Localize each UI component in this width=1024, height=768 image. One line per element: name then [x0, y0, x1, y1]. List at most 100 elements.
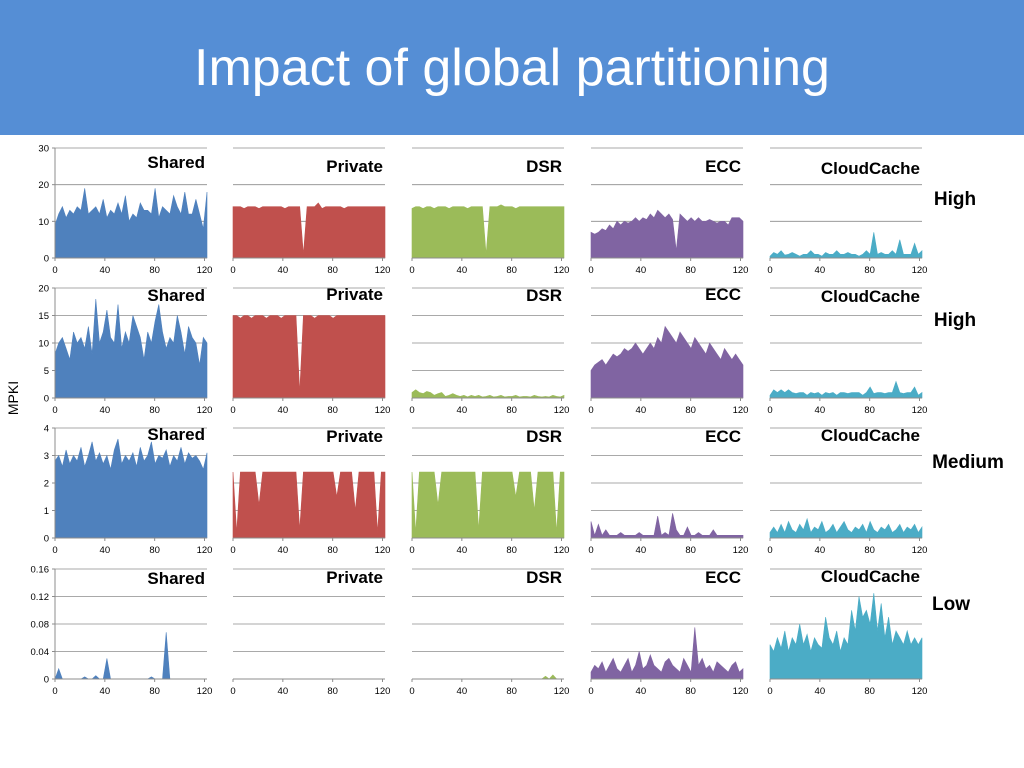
panel-label-shared: Shared	[147, 153, 205, 172]
area-series-cloudcache	[769, 380, 923, 399]
x-tick-label: 40	[815, 405, 826, 416]
x-tick-label: 40	[278, 405, 289, 416]
x-tick-label: 120	[554, 405, 570, 416]
area-series-ecc	[590, 513, 744, 539]
x-tick-label: 0	[588, 405, 593, 416]
row-label: Medium	[932, 452, 1004, 473]
panel-label-cloudcache: CloudCache	[821, 159, 920, 178]
x-tick-label: 80	[149, 265, 160, 276]
x-tick-label: 120	[375, 405, 391, 416]
area-series-private	[232, 315, 386, 399]
x-tick-label: 0	[767, 405, 772, 416]
x-tick-label: 40	[100, 686, 111, 697]
panel-label-cloudcache: CloudCache	[821, 287, 920, 306]
x-tick-label: 0	[409, 545, 414, 556]
x-tick-label: 0	[52, 265, 57, 276]
y-tick-label: 0	[44, 675, 49, 686]
x-tick-label: 40	[815, 686, 826, 697]
panel-label-private: Private	[326, 157, 383, 176]
x-tick-label: 0	[230, 405, 235, 416]
x-tick-label: 40	[457, 405, 468, 416]
x-tick-label: 40	[636, 405, 647, 416]
x-tick-label: 80	[685, 545, 696, 556]
x-tick-label: 80	[327, 265, 338, 276]
x-tick-label: 40	[457, 545, 468, 556]
panel-label-dsr: DSR	[526, 568, 562, 587]
x-tick-label: 120	[554, 686, 570, 697]
x-tick-label: 0	[409, 686, 414, 697]
row-label: Low	[932, 594, 970, 615]
area-series-shared	[54, 632, 207, 680]
x-tick-label: 0	[52, 405, 57, 416]
x-tick-label: 40	[278, 265, 289, 276]
area-series-private	[232, 202, 386, 259]
x-tick-label: 120	[375, 545, 391, 556]
y-tick-label: 15	[38, 311, 49, 322]
x-tick-label: 120	[197, 265, 213, 276]
panel-label-dsr: DSR	[526, 286, 562, 305]
x-tick-label: 0	[230, 686, 235, 697]
x-tick-label: 80	[506, 686, 517, 697]
area-series-shared	[54, 438, 208, 539]
x-tick-label: 80	[506, 405, 517, 416]
x-tick-label: 120	[197, 405, 213, 416]
panel-label-ecc: ECC	[705, 568, 741, 587]
x-tick-label: 120	[912, 265, 928, 276]
panel-label-shared: Shared	[147, 569, 205, 588]
x-tick-label: 80	[506, 265, 517, 276]
x-tick-label: 80	[685, 405, 696, 416]
y-tick-label: 30	[38, 144, 49, 155]
row-label: High	[934, 189, 976, 210]
y-tick-label: 0.04	[31, 647, 50, 658]
x-tick-label: 40	[278, 686, 289, 697]
x-tick-label: 80	[685, 686, 696, 697]
y-tick-label: 4	[44, 424, 49, 435]
x-tick-label: 80	[149, 545, 160, 556]
x-tick-label: 120	[197, 686, 213, 697]
x-tick-label: 80	[864, 545, 875, 556]
x-tick-label: 120	[733, 545, 749, 556]
panel-label-dsr: DSR	[526, 157, 562, 176]
area-series-private	[232, 471, 386, 539]
x-tick-label: 40	[636, 265, 647, 276]
x-tick-label: 0	[588, 265, 593, 276]
y-tick-label: 3	[44, 451, 49, 462]
panel-label-dsr: DSR	[526, 427, 562, 446]
x-tick-label: 40	[100, 405, 111, 416]
x-tick-label: 80	[149, 405, 160, 416]
area-series-shared	[54, 298, 208, 399]
area-series-dsr	[411, 471, 565, 539]
panel-label-private: Private	[326, 285, 383, 304]
x-tick-label: 80	[327, 405, 338, 416]
panel-label-private: Private	[326, 427, 383, 446]
panel-label-private: Private	[326, 568, 383, 587]
area-series-ecc	[590, 325, 744, 399]
x-tick-label: 120	[197, 545, 213, 556]
x-tick-label: 0	[767, 545, 772, 556]
x-tick-label: 40	[100, 545, 111, 556]
area-series-dsr	[411, 204, 565, 259]
x-tick-label: 120	[733, 265, 749, 276]
x-tick-label: 120	[733, 405, 749, 416]
panel-label-ecc: ECC	[705, 157, 741, 176]
x-tick-label: 0	[588, 545, 593, 556]
x-tick-label: 80	[149, 686, 160, 697]
row-label: High	[934, 310, 976, 331]
y-tick-label: 0	[44, 254, 49, 265]
x-tick-label: 80	[327, 686, 338, 697]
x-tick-label: 0	[767, 265, 772, 276]
panel-label-shared: Shared	[147, 425, 205, 444]
area-series-dsr	[411, 389, 565, 399]
y-tick-label: 20	[38, 180, 49, 191]
x-tick-label: 40	[278, 545, 289, 556]
x-tick-label: 0	[230, 545, 235, 556]
x-tick-label: 40	[457, 686, 468, 697]
x-tick-label: 120	[912, 405, 928, 416]
x-tick-label: 40	[636, 545, 647, 556]
x-tick-label: 120	[554, 545, 570, 556]
x-tick-label: 120	[912, 545, 928, 556]
area-series-ecc	[590, 627, 744, 680]
x-tick-label: 40	[636, 686, 647, 697]
x-tick-label: 80	[864, 686, 875, 697]
